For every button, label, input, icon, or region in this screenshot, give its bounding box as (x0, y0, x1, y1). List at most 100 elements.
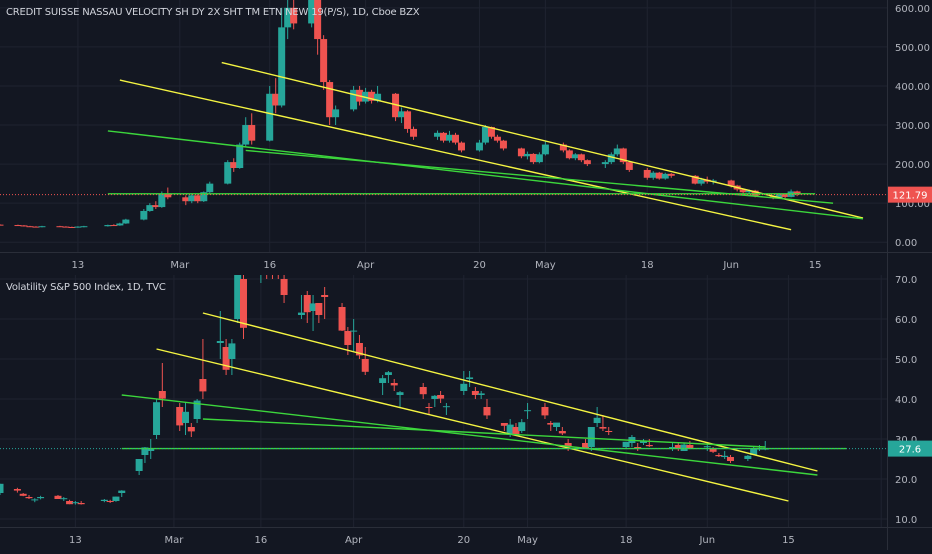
bottom-candle (277, 275, 279, 279)
candle-body (368, 91, 376, 101)
bottom-trendline-green[interactable] (121, 394, 818, 476)
top-candle (14, 224, 22, 227)
top-plot-area[interactable] (0, 0, 887, 231)
candle-body (499, 140, 507, 149)
bottom-candle (500, 423, 508, 431)
chart-panel-bottom[interactable]: 10.0 20.0 30.0 40.0 50.0 60.0 70.0 27.6 13 Mar 16 A… (0, 275, 932, 550)
candle-body (410, 128, 418, 137)
candle-body (419, 387, 427, 395)
candle-body (62, 226, 70, 228)
bottom-candle (390, 379, 398, 391)
bottom-candle (437, 391, 445, 403)
top-chart-svg[interactable]: 0.00 100.00 200.00 300.00 400.00 500.00 600.00… (0, 0, 932, 275)
candle-body (314, 0, 322, 40)
top-candle (182, 195, 190, 206)
candle-body (338, 307, 346, 331)
top-candle (613, 144, 621, 157)
candle-body (236, 144, 244, 168)
top-trendline-green[interactable] (107, 130, 864, 220)
top-x-tick-label: Mar (170, 260, 190, 271)
bottom-x-tick-label: May (517, 535, 538, 546)
candle-body (320, 39, 328, 83)
bottom-y-tick-label: 30.0 (895, 435, 917, 446)
top-candle (332, 105, 340, 126)
top-candle (278, 7, 286, 108)
svg-text:121.79: 121.79 (893, 191, 928, 202)
bottom-candle (0, 483, 4, 495)
top-candle (619, 147, 627, 165)
top-candle (320, 35, 328, 90)
candle-body (460, 383, 468, 391)
candle-body (565, 150, 573, 159)
candle-body (726, 457, 734, 461)
candle-body (321, 295, 329, 297)
top-candle (404, 110, 412, 133)
bottom-trendline-yellow[interactable] (202, 312, 818, 472)
candle-body (607, 154, 615, 163)
chart-panel-top[interactable]: 0.00 100.00 200.00 300.00 400.00 500.00 600.00… (0, 0, 932, 275)
candle-body (230, 162, 238, 168)
candle-body (396, 392, 404, 395)
top-candle (152, 201, 160, 210)
bottom-x-tick-label: 18 (620, 535, 633, 546)
candle-body (643, 169, 651, 178)
candle-body (564, 443, 572, 448)
bottom-candle (674, 443, 682, 451)
bottom-y-tick-label: 40.0 (895, 395, 917, 406)
bottom-candle (280, 275, 288, 303)
candle-body (512, 427, 520, 435)
svg-text:27.6: 27.6 (899, 445, 921, 456)
top-candle (200, 191, 208, 202)
candle-body (477, 393, 485, 395)
candle-body (425, 407, 433, 408)
candle-body (176, 407, 184, 426)
candle-body (26, 226, 34, 228)
candle-body (390, 383, 398, 386)
top-trendline-yellow[interactable] (221, 61, 864, 219)
top-trendline-yellow[interactable] (119, 79, 792, 231)
top-candle (326, 80, 334, 126)
top-candle (20, 225, 28, 227)
candle-body (680, 444, 688, 451)
bottom-plot-area[interactable] (0, 275, 887, 505)
bottom-candle (141, 447, 149, 463)
candle-body (451, 134, 459, 143)
bottom-candle (668, 443, 676, 451)
candle-body (493, 136, 501, 141)
candle-body (404, 111, 412, 129)
bottom-candle (222, 339, 230, 375)
candle-body (19, 493, 27, 496)
candle-body (715, 455, 723, 457)
top-x-tick-label: 13 (72, 260, 85, 271)
bottom-y-tick-label: 20.0 (895, 475, 917, 486)
bottom-candle (512, 423, 520, 435)
candle-body (32, 226, 40, 228)
bottom-candle (582, 439, 590, 449)
candle-body (634, 447, 642, 448)
bottom-candle (518, 419, 526, 433)
candle-body (332, 109, 340, 118)
bottom-y-tick-label: 70.0 (895, 275, 917, 286)
candle-body (744, 455, 752, 459)
top-candle (457, 141, 465, 153)
bottom-chart-svg[interactable]: 10.0 20.0 30.0 40.0 50.0 60.0 70.0 27.6 13 Mar 16 A… (0, 275, 932, 550)
candle-body (199, 379, 207, 392)
candle-body (686, 445, 694, 449)
bottom-trendline-yellow[interactable] (156, 348, 789, 502)
candle-body (308, 0, 316, 24)
top-last-price-label: 121.79 (888, 186, 932, 203)
bottom-x-tick-label: 15 (782, 535, 795, 546)
top-y-tick-label: 0.00 (895, 238, 917, 249)
bottom-candle (309, 295, 317, 331)
bottom-candle (431, 395, 439, 407)
top-y-tick-label: 500.00 (895, 43, 930, 54)
bottom-trendline-green[interactable] (202, 418, 766, 448)
top-candle (26, 225, 34, 228)
bottom-candle (593, 407, 601, 427)
candle-body (392, 93, 400, 118)
candle-body (158, 193, 166, 208)
candle-body (541, 407, 549, 416)
bottom-candle (471, 387, 479, 399)
candle-body (625, 162, 633, 170)
top-candle (523, 151, 531, 160)
